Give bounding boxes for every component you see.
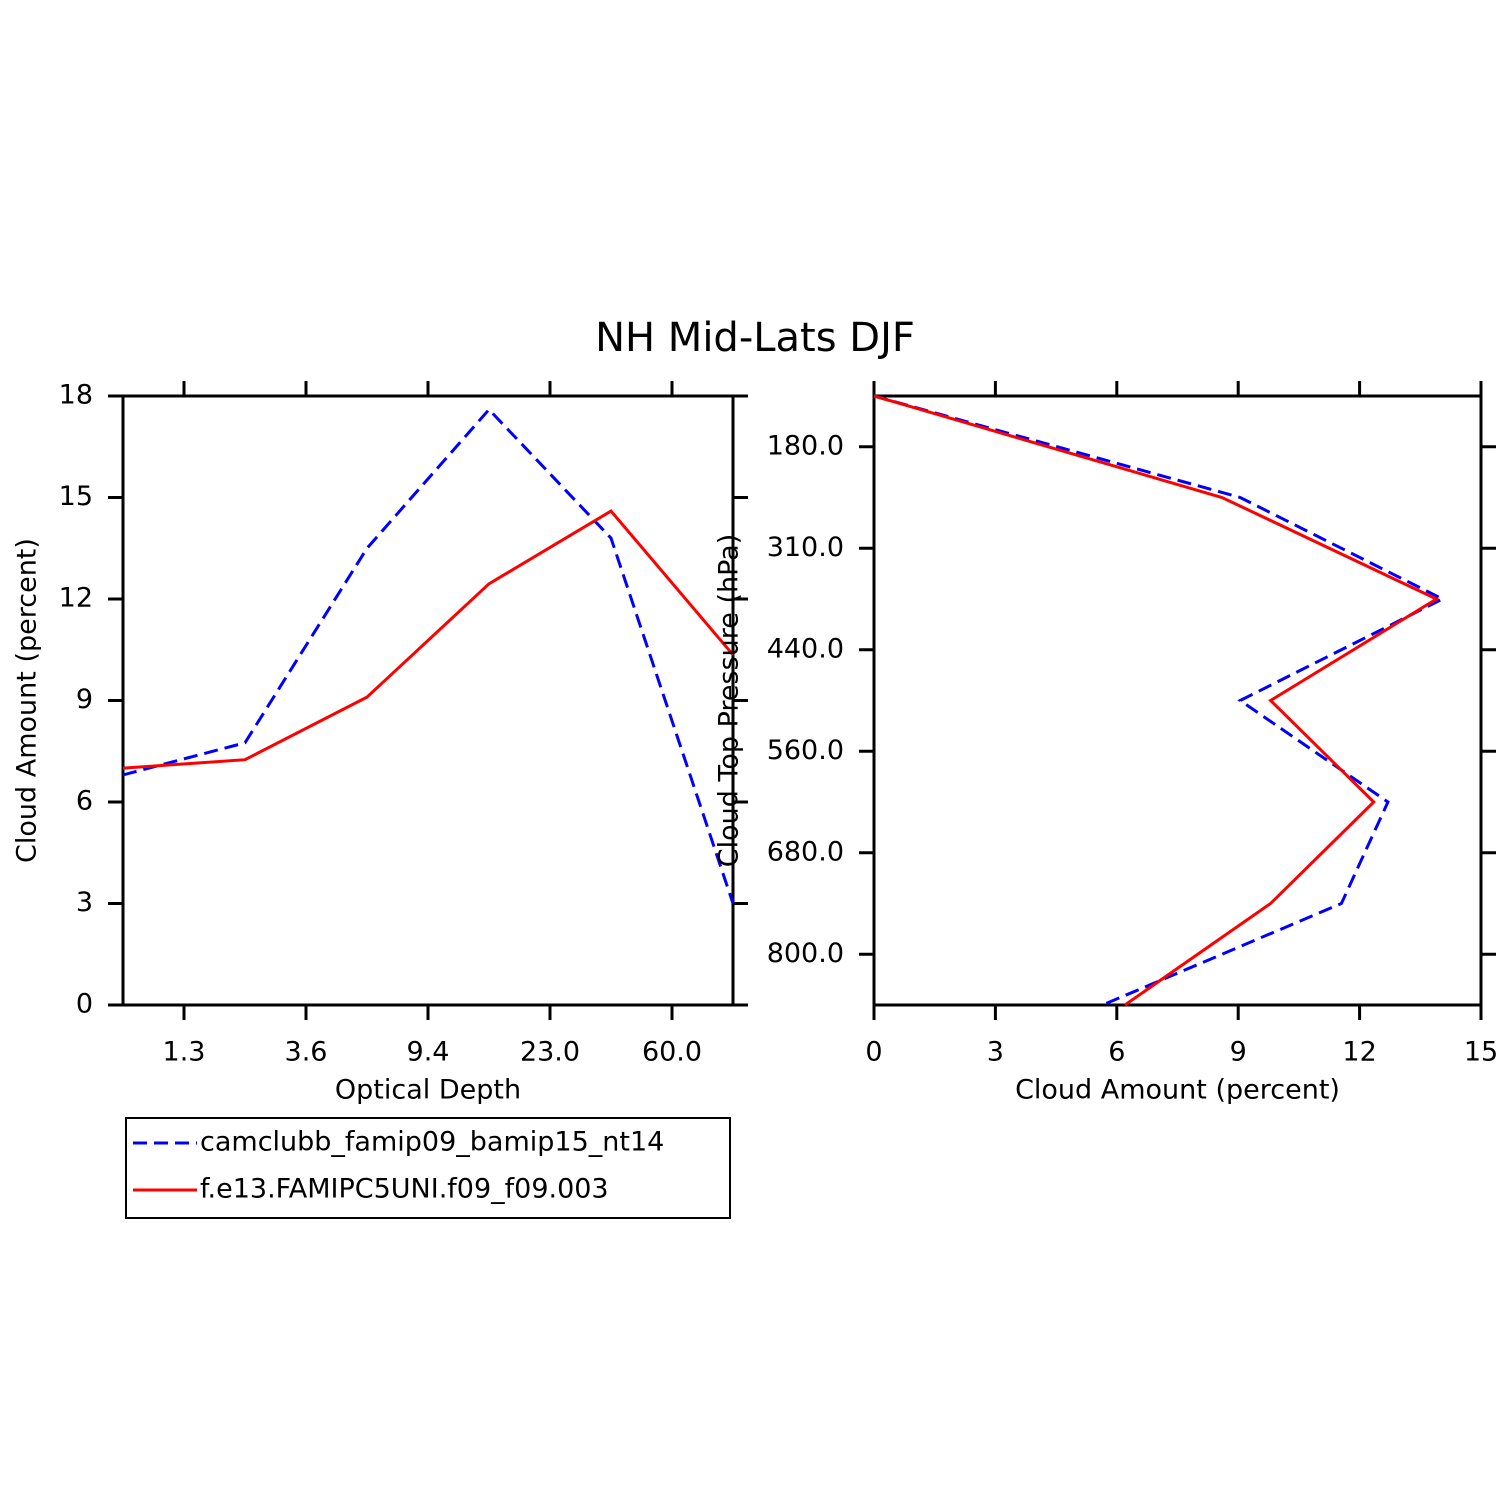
x-tick-label: 1.3	[163, 1037, 206, 1068]
y-tick-label: 440.0	[767, 633, 844, 664]
x-tick-label: 6	[1108, 1037, 1125, 1068]
y-tick-label: 3	[76, 887, 93, 918]
figure-title: NH Mid-Lats DJF	[595, 315, 915, 361]
y-tick-label: 310.0	[767, 532, 844, 563]
y-tick-label: 680.0	[767, 836, 844, 867]
x-tick-label: 9	[1230, 1037, 1247, 1068]
series-line	[873, 394, 1440, 1007]
x-tick-label: 23.0	[520, 1037, 580, 1068]
y-tick-label: 0	[76, 989, 93, 1020]
y-tick-label: 9	[76, 684, 93, 715]
plot-frame	[121, 394, 735, 1007]
plot-frame	[872, 394, 1483, 1007]
x-tick-label: 12	[1342, 1037, 1376, 1068]
x-tick-label: 60.0	[642, 1037, 702, 1068]
y-tick-label: 15	[59, 481, 93, 512]
y-tick-label: 180.0	[767, 430, 844, 461]
series-line	[873, 394, 1446, 1007]
y-tick-label: 18	[59, 380, 93, 411]
legend-label: camclubb_famip09_bamip15_nt14	[200, 1127, 664, 1158]
y-axis-label: Cloud Amount (percent)	[12, 538, 43, 863]
x-tick-label: 3	[987, 1037, 1004, 1068]
y-tick-label: 12	[59, 583, 93, 614]
x-tick-label: 0	[865, 1037, 882, 1068]
x-tick-label: 15	[1464, 1037, 1498, 1068]
x-axis-label: Cloud Amount (percent)	[1015, 1075, 1340, 1106]
series-line	[122, 407, 735, 904]
y-axis-label: Cloud Top Pressure (hPa)	[714, 534, 745, 868]
legend-box	[125, 1117, 731, 1219]
series-line	[122, 509, 735, 770]
x-tick-label: 3.6	[285, 1037, 328, 1068]
x-tick-label: 9.4	[407, 1037, 450, 1068]
y-tick-label: 800.0	[767, 938, 844, 969]
legend-label: f.e13.FAMIPC5UNI.f09_f09.003	[200, 1174, 609, 1205]
y-tick-label: 560.0	[767, 735, 844, 766]
x-axis-label: Optical Depth	[335, 1075, 521, 1106]
y-tick-label: 6	[76, 786, 93, 817]
